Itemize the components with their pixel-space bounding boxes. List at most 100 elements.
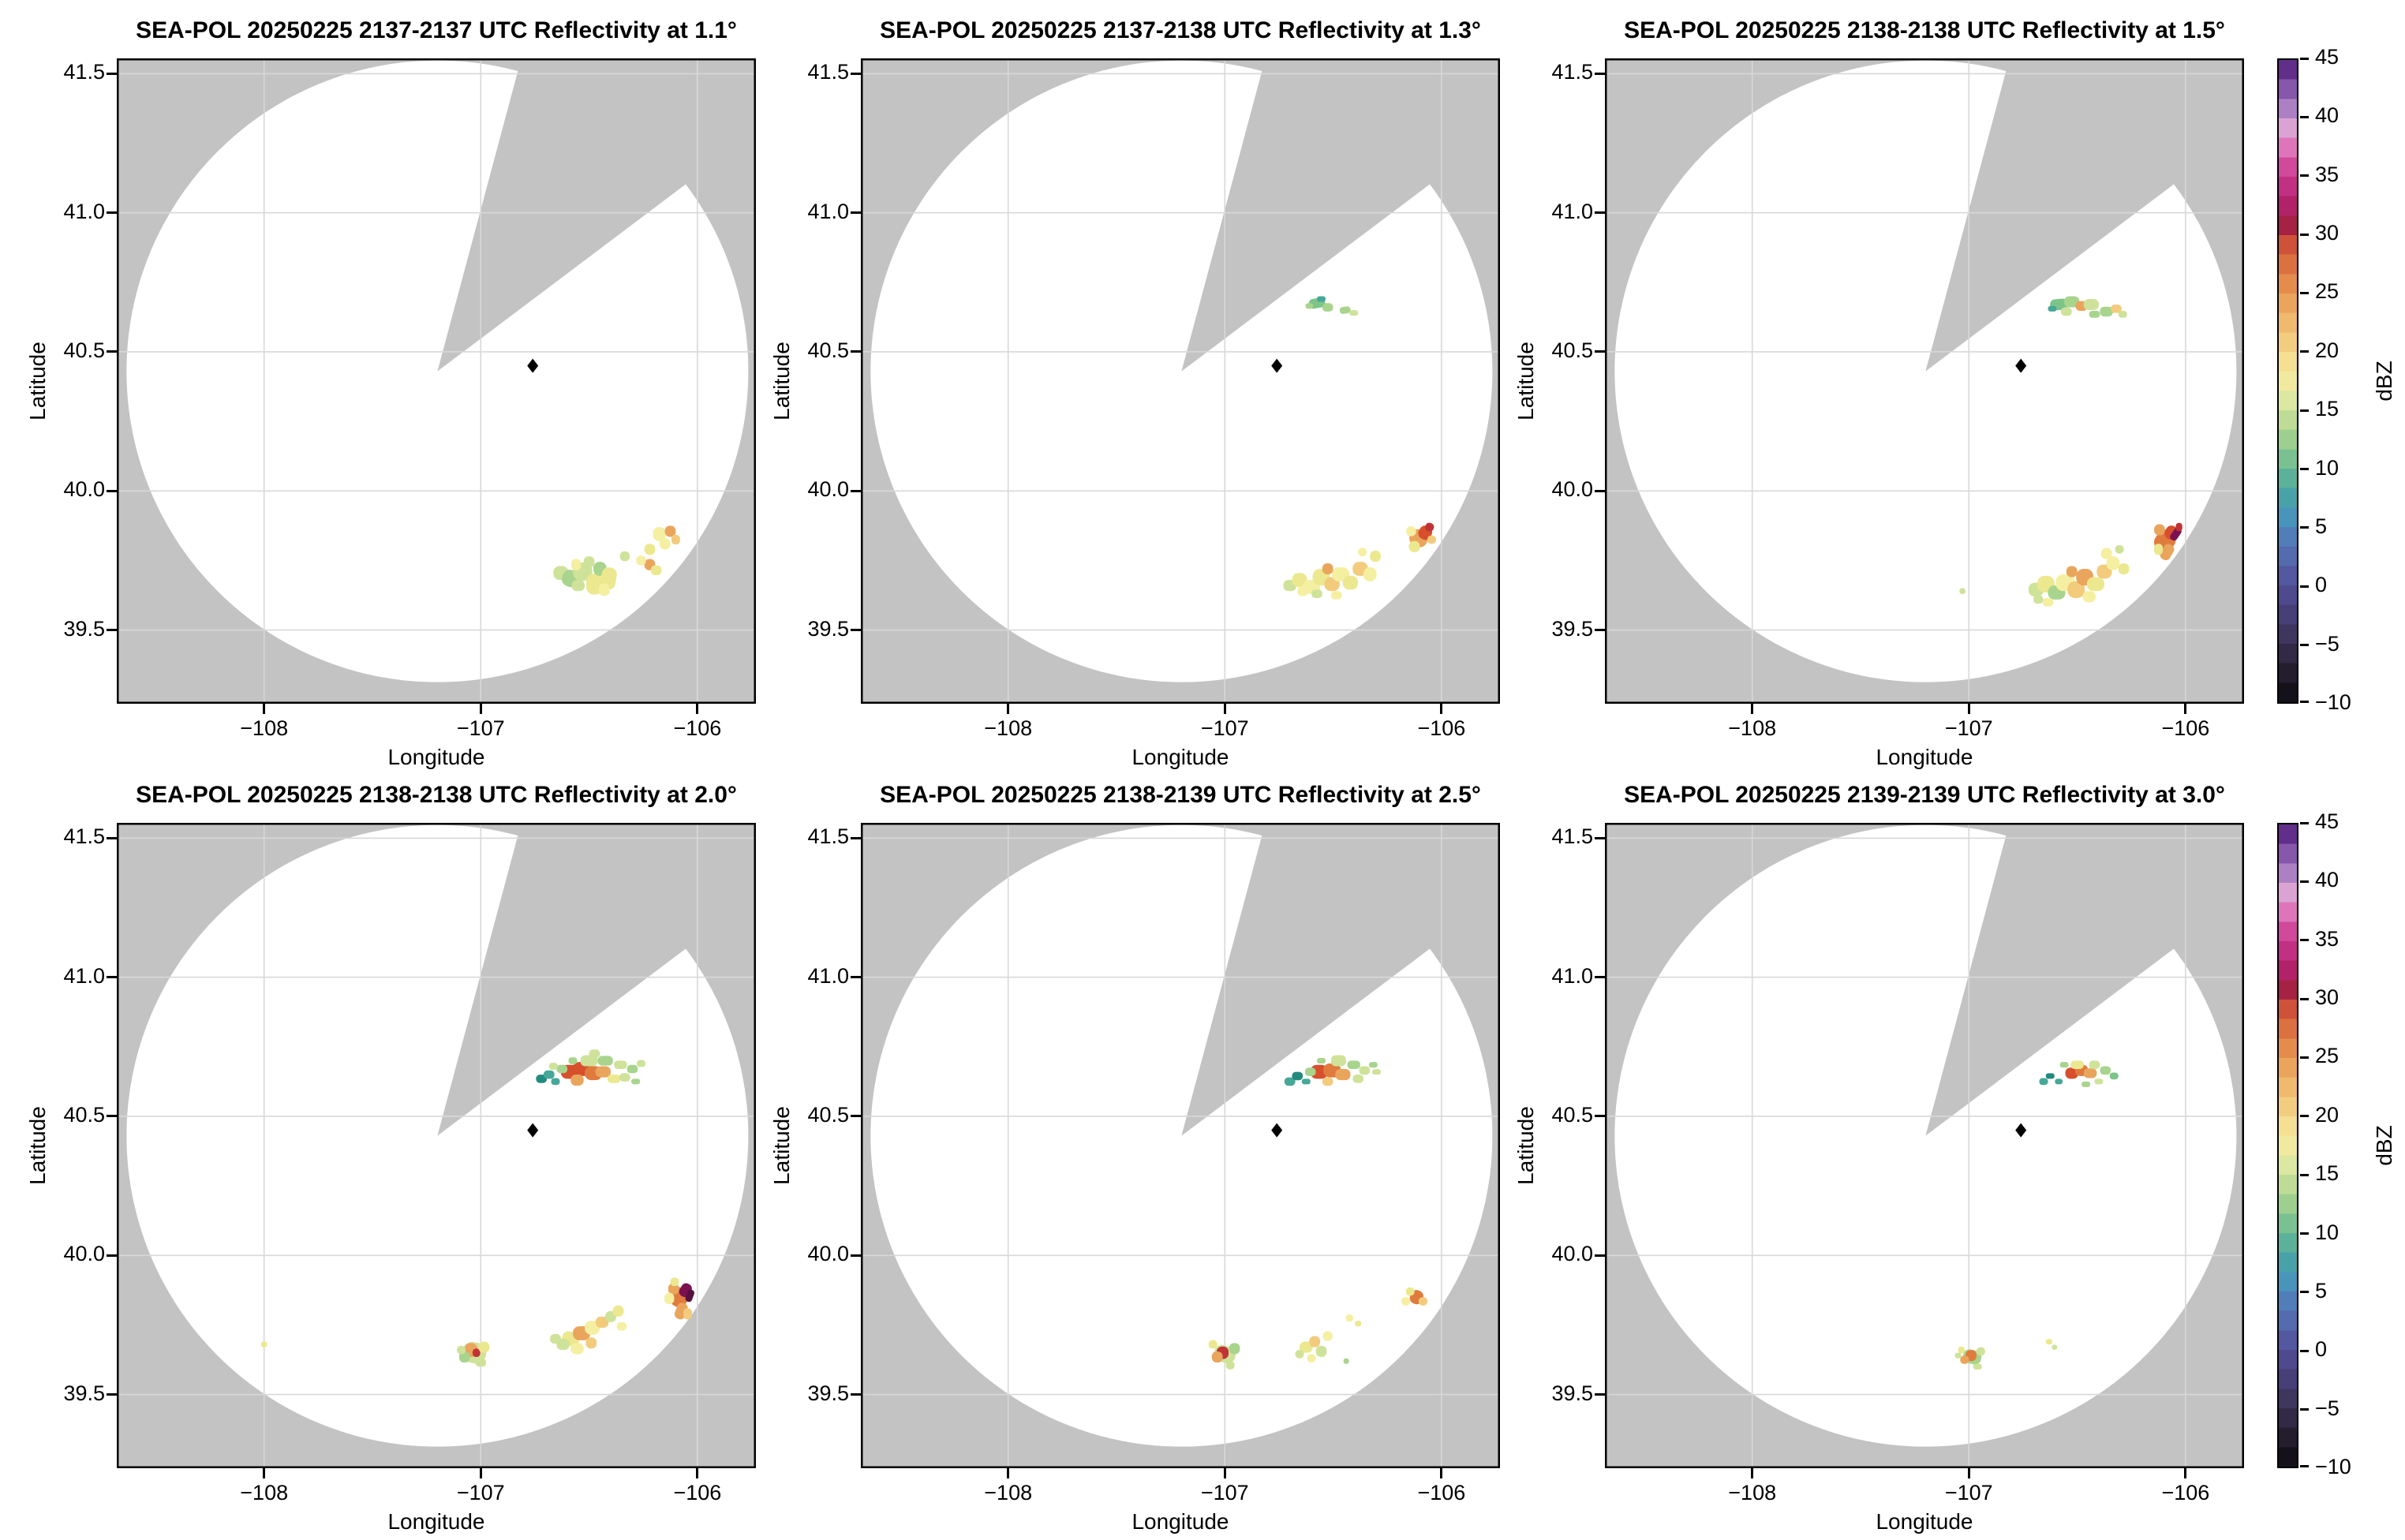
y-tick: [851, 211, 861, 215]
panel-title: SEA-POL 20250225 2137-2138 UTC Reflectiv…: [880, 17, 1481, 43]
y-tick: [851, 629, 861, 632]
y-tick-label: 39.5: [807, 1381, 849, 1405]
colorbar-tick: [2300, 644, 2309, 647]
colorbar-tick-label: −10: [2315, 1455, 2351, 1478]
y-tick: [1595, 72, 1605, 75]
x-tick: [1223, 704, 1226, 714]
y-tick: [107, 489, 117, 492]
radar-panel-6: SEA-POL 20250225 2139-2139 UTC Reflectiv…: [1513, 782, 2244, 1534]
radar-panel-2: SEA-POL 20250225 2137-2138 UTC Reflectiv…: [769, 17, 1500, 769]
colorbar-tick-label: 20: [2315, 1102, 2340, 1127]
colorbar-tick-label: 35: [2315, 926, 2340, 951]
y-tick-label: 41.0: [63, 199, 105, 223]
y-tick-label: 40.0: [807, 477, 849, 502]
y-tick: [851, 1393, 861, 1396]
colorbar-tick: [2300, 1408, 2309, 1411]
y-tick-label: 41.0: [807, 199, 849, 223]
x-tick: [1967, 1468, 1970, 1478]
blocked-sector-wedge: [1925, 58, 2244, 372]
x-tick: [1223, 1468, 1226, 1478]
colorbar-tick: [2300, 115, 2309, 118]
x-axis-label: Longitude: [1131, 1509, 1229, 1534]
y-tick-label: 39.5: [63, 1381, 105, 1405]
y-tick-label: 41.5: [63, 824, 105, 849]
colorbar-unit-label: dBZ: [2372, 1125, 2396, 1166]
x-tick: [1967, 704, 1970, 714]
site-marker-diamond: [2015, 358, 2027, 373]
colorbar-gradient: [2277, 58, 2298, 704]
colorbar-tick: [2300, 939, 2309, 942]
y-tick: [107, 1115, 117, 1118]
colorbar-tick-label: −5: [2315, 631, 2340, 656]
x-tick: [263, 704, 266, 714]
colorbar-tick: [2300, 233, 2309, 236]
site-marker-diamond: [527, 1123, 539, 1138]
panel-title: SEA-POL 20250225 2138-2138 UTC Reflectiv…: [1624, 17, 2225, 43]
y-tick: [1595, 350, 1605, 353]
colorbar-tick: [2300, 1291, 2309, 1294]
colorbar-tick: [2300, 526, 2309, 529]
axes-border: [1605, 58, 2244, 704]
blocked-sector-wedge: [437, 823, 756, 1136]
colorbar-tick-label: 20: [2315, 338, 2340, 362]
ppi-plot: [1605, 823, 2244, 1468]
x-tick-label: −106: [1417, 1481, 1466, 1504]
y-tick: [1595, 211, 1605, 215]
y-tick: [1595, 1254, 1605, 1257]
y-tick-label: 40.0: [1551, 1242, 1593, 1266]
y-tick: [107, 629, 117, 632]
colorbar-tick: [2300, 1115, 2309, 1118]
reflectivity-echoes: [260, 1049, 695, 1367]
panel-title: SEA-POL 20250225 2138-2138 UTC Reflectiv…: [136, 782, 737, 808]
y-tick: [107, 976, 117, 979]
y-tick-label: 41.0: [1551, 199, 1593, 223]
x-axis-label: Longitude: [1876, 1509, 1973, 1534]
x-tick: [2184, 704, 2187, 714]
x-tick: [1751, 704, 1754, 714]
x-tick-label: −108: [240, 716, 289, 740]
colorbar-tick: [2300, 174, 2309, 178]
x-axis-label: Longitude: [387, 745, 485, 769]
colorbar-tick: [2300, 409, 2309, 412]
x-tick: [479, 1468, 482, 1478]
reflectivity-echoes: [1283, 296, 1436, 600]
x-tick-label: −106: [1417, 716, 1466, 740]
colorbar-tick-label: −5: [2315, 1396, 2340, 1420]
colorbar-tick-label: 15: [2315, 1161, 2340, 1186]
colorbar-tick-label: 40: [2315, 103, 2340, 128]
x-tick-label: −106: [673, 716, 722, 740]
reflectivity-echoes: [1959, 296, 2182, 607]
radar-panel-5: SEA-POL 20250225 2138-2139 UTC Reflectiv…: [769, 782, 1500, 1534]
colorbar-tick: [2300, 1232, 2309, 1235]
y-tick: [107, 1254, 117, 1257]
x-tick-label: −107: [1200, 1481, 1249, 1504]
x-tick: [1440, 704, 1443, 714]
x-axis-label: Longitude: [1876, 745, 1973, 769]
blocked-sector-wedge: [437, 58, 756, 372]
y-tick: [107, 1393, 117, 1396]
x-tick-label: −107: [1944, 716, 1993, 740]
y-tick-label: 41.5: [1551, 824, 1593, 849]
grid-lines: [1605, 58, 2244, 704]
x-tick: [696, 1468, 699, 1478]
y-tick: [107, 836, 117, 839]
x-tick-label: −107: [1944, 1481, 1993, 1504]
y-tick-label: 39.5: [63, 616, 105, 641]
y-tick-label: 40.5: [807, 338, 849, 362]
blocked-sector-wedge: [1181, 58, 1500, 372]
x-tick: [263, 1468, 266, 1478]
colorbar-tick: [2300, 821, 2309, 824]
colorbar-tick-label: 30: [2315, 985, 2340, 1010]
grid-lines: [117, 58, 756, 704]
y-tick-label: 40.5: [1551, 338, 1593, 362]
grid-lines: [861, 823, 1500, 1468]
ppi-plot: [117, 823, 756, 1468]
axes-border: [861, 58, 1500, 704]
x-tick-label: −108: [240, 1481, 289, 1504]
colorbar-tick: [2300, 997, 2309, 1000]
y-tick: [851, 72, 861, 75]
axes-border: [861, 823, 1500, 1468]
colorbar-tick-label: 10: [2315, 1220, 2340, 1244]
x-tick-label: −107: [1200, 716, 1249, 740]
